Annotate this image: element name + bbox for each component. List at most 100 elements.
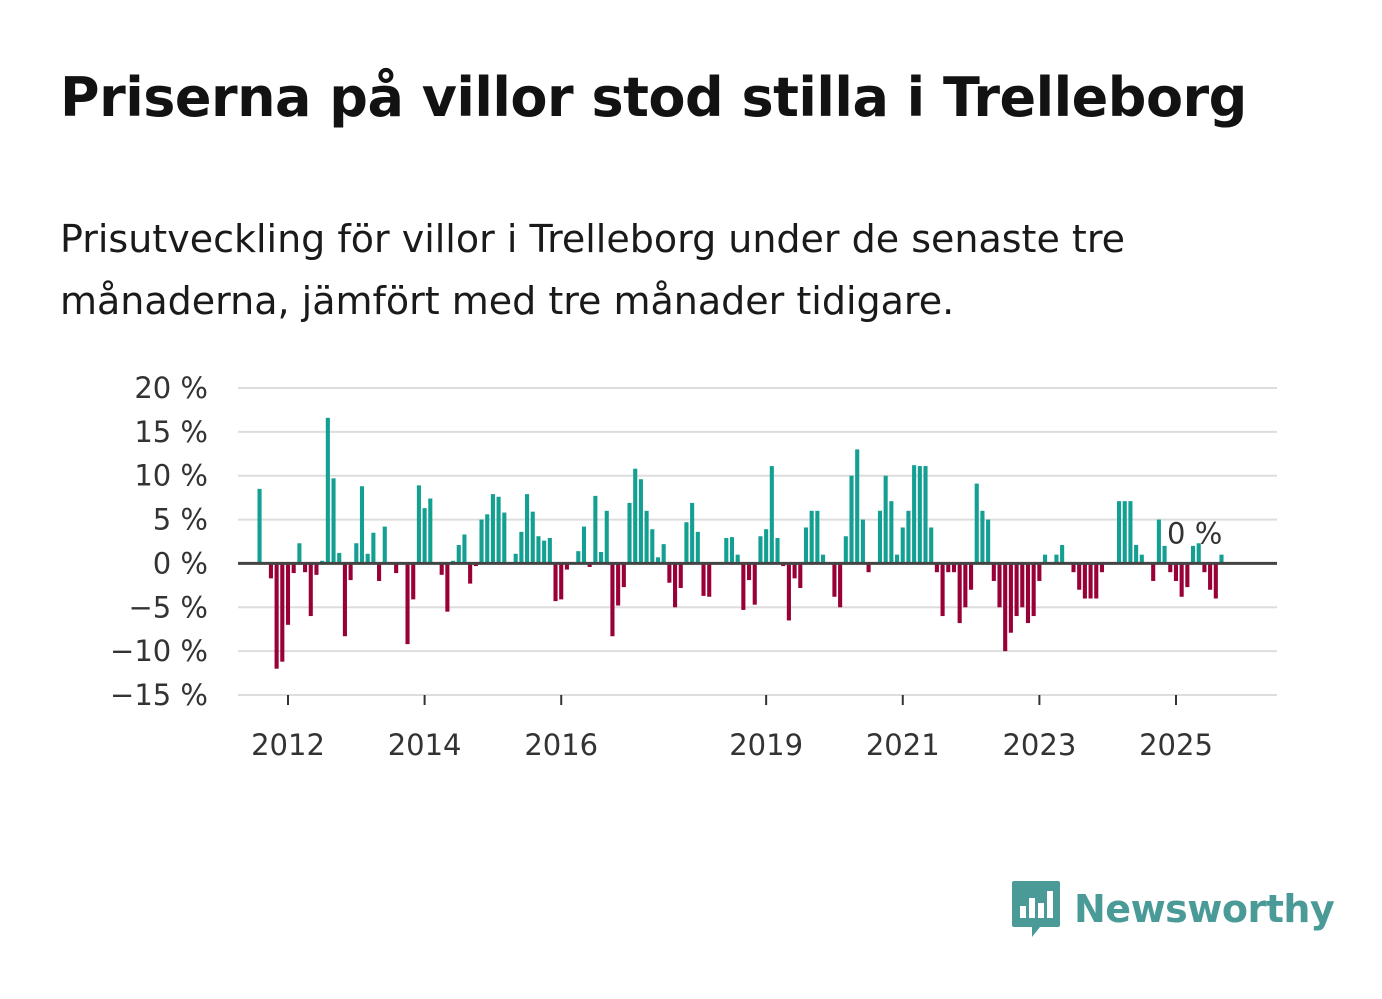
bar — [997, 563, 1002, 608]
bar — [638, 479, 643, 564]
bar — [832, 563, 837, 597]
bar — [1003, 563, 1008, 652]
bar — [559, 563, 564, 600]
bar — [462, 534, 467, 564]
bar — [445, 563, 450, 612]
gridlines — [238, 387, 1277, 696]
bar — [1082, 563, 1087, 599]
bar — [986, 519, 991, 564]
bar — [456, 545, 461, 564]
bar — [877, 510, 883, 564]
bar — [707, 563, 712, 597]
bar — [1025, 563, 1031, 624]
y-tick-label: −15 % — [110, 678, 208, 712]
bar — [342, 563, 347, 637]
bar — [530, 511, 535, 564]
bar — [479, 519, 484, 564]
y-tick-label: −5 % — [128, 590, 208, 624]
bar — [490, 494, 495, 564]
bar — [337, 552, 342, 564]
bar — [1196, 543, 1201, 564]
bar — [752, 563, 757, 605]
x-tick-label: 2014 — [388, 728, 462, 762]
bars — [257, 417, 1224, 669]
x-tick-label: 2012 — [251, 728, 325, 762]
x-tick-label: 2025 — [1139, 728, 1213, 762]
bar — [866, 563, 871, 573]
bar — [325, 417, 330, 564]
bar — [895, 554, 900, 564]
bar — [1128, 501, 1133, 564]
bar — [644, 510, 649, 564]
x-axis: 2012 2014 2016 2019 2021 2023 2025 — [251, 695, 1213, 762]
bar — [411, 563, 416, 600]
brand-name: Newsworthy — [1074, 887, 1335, 931]
x-tick-label: 2019 — [729, 728, 803, 762]
bar — [678, 563, 683, 588]
bar — [525, 494, 530, 564]
bar — [889, 501, 894, 564]
bar — [564, 563, 569, 570]
bar — [758, 536, 763, 564]
bar — [1134, 545, 1139, 564]
bar — [513, 553, 518, 564]
bar — [963, 563, 968, 608]
bar — [1099, 563, 1105, 573]
bar — [764, 529, 769, 564]
bar — [633, 468, 638, 564]
bar — [741, 563, 746, 610]
bar — [416, 485, 421, 564]
bar — [775, 537, 780, 564]
bar — [599, 552, 604, 564]
bar — [843, 536, 848, 564]
bar — [1122, 501, 1127, 564]
bar — [439, 563, 444, 575]
bar — [690, 502, 695, 564]
bar — [912, 465, 917, 564]
bar — [906, 510, 911, 564]
bar — [576, 551, 581, 564]
bar — [1071, 563, 1076, 573]
bar — [849, 475, 854, 564]
bar — [951, 563, 957, 573]
bar — [405, 563, 410, 645]
bar — [581, 526, 587, 564]
x-tick-label: 2023 — [1002, 728, 1076, 762]
bar — [798, 563, 803, 588]
x-tick-label: 2016 — [524, 728, 598, 762]
bar — [684, 522, 689, 564]
bar — [468, 563, 473, 584]
y-tick-label: 10 % — [134, 459, 208, 493]
bar — [786, 563, 791, 621]
bar — [991, 563, 996, 581]
chart-subtitle: Prisutveckling för villor i Trelleborg u… — [60, 217, 1125, 323]
y-tick-label: 15 % — [134, 415, 208, 449]
bar-chart: 20 %15 %10 %5 %0 %−5 %−10 %−15 % 2012 201… — [110, 371, 1277, 762]
y-tick-label: 5 % — [153, 503, 208, 537]
bar — [359, 486, 365, 564]
bar — [1077, 563, 1082, 590]
bar — [1060, 545, 1065, 564]
bar — [1213, 563, 1218, 599]
bar — [257, 488, 262, 564]
bar — [838, 563, 843, 608]
brand-logo[interactable]: Newsworthy — [1010, 877, 1335, 941]
bar — [855, 449, 860, 564]
bar — [980, 510, 985, 564]
bar — [593, 495, 598, 564]
bar — [280, 563, 285, 662]
bar — [553, 563, 558, 602]
bar — [724, 537, 729, 564]
bar — [735, 554, 740, 564]
bar — [860, 519, 865, 564]
bar — [655, 557, 661, 564]
bar — [331, 478, 336, 564]
bar — [667, 563, 672, 583]
bar — [365, 553, 370, 564]
y-axis: 20 % 15 % 10 % 5 % 0 % −5 % −10 % −15 % — [110, 371, 208, 712]
bar — [382, 526, 387, 564]
bar — [371, 532, 376, 564]
bar — [883, 475, 888, 564]
bar — [547, 537, 552, 564]
bar — [621, 563, 626, 588]
